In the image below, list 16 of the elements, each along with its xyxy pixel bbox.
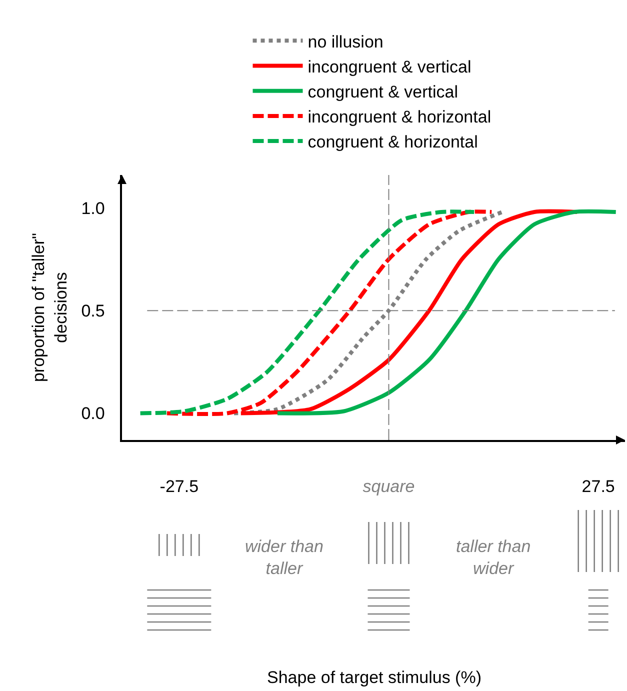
x-tick-label: square: [362, 477, 415, 496]
legend-label: no illusion: [308, 32, 384, 52]
y-tick-label: 0.0: [81, 404, 105, 424]
y-axis-title: proportion of "taller" decisions: [29, 232, 70, 382]
y-tick-label: 0.5: [81, 302, 105, 321]
text: Shape of target stimulus (%): [267, 668, 482, 687]
text: wider than taller: [245, 537, 324, 578]
y-tick-label: 1.0: [81, 198, 105, 218]
x-tick-label: 27.5: [582, 477, 615, 496]
text: taller than wider: [456, 537, 531, 578]
legend-label: incongruent & horizontal: [308, 108, 492, 127]
x-tick-label: -27.5: [160, 477, 199, 496]
legend-label: congruent & horizontal: [308, 132, 478, 152]
legend-label: congruent & vertical: [308, 82, 458, 102]
legend-label: incongruent & vertical: [308, 57, 472, 76]
line-series: [275, 209, 618, 416]
